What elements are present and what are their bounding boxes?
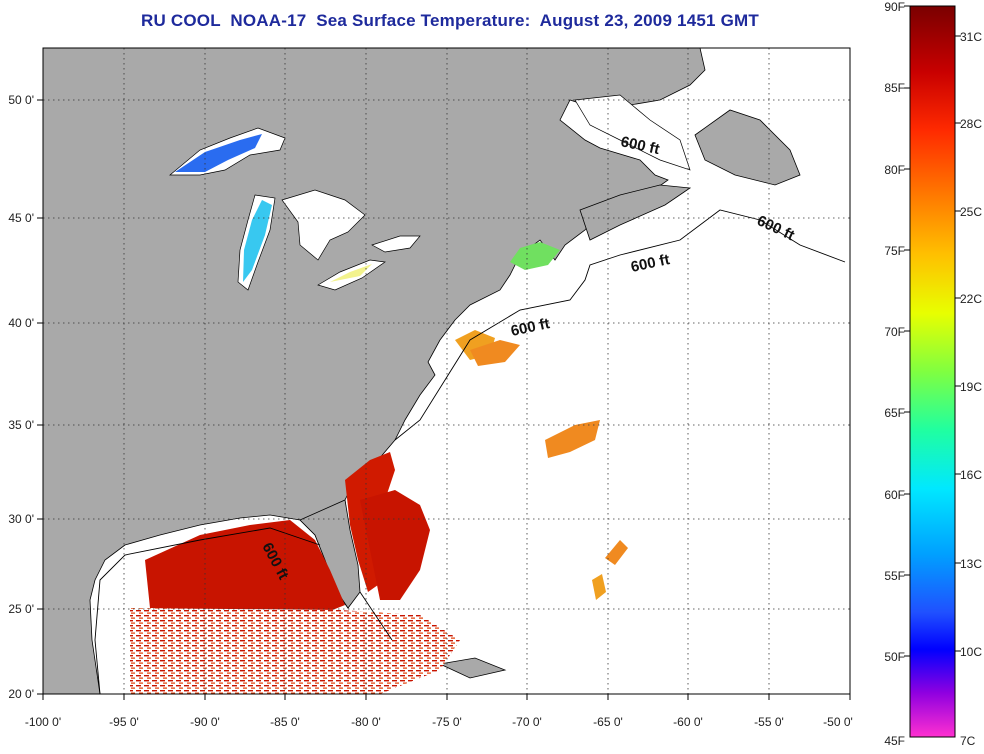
colorbar-c-label: 16C xyxy=(960,468,982,482)
y-tick-label: 40 0' xyxy=(8,316,34,330)
gulf-of-st-lawrence xyxy=(574,94,691,171)
axis-ticks xyxy=(37,99,851,700)
x-tick-label: -80 0' xyxy=(351,715,381,729)
colorbar-f-label: 75F xyxy=(884,244,905,258)
colorbar-f-label: 70F xyxy=(884,325,905,339)
gulf-stream-patch-3 xyxy=(592,574,606,600)
colorbar-c-label: 22C xyxy=(960,292,982,306)
x-tick-label: -65 0' xyxy=(593,715,623,729)
gulf-stream-core-sst xyxy=(360,490,430,600)
y-tick-label: 25 0' xyxy=(8,602,34,616)
newfoundland-land xyxy=(694,109,801,186)
map-plot-area xyxy=(43,48,850,694)
colorbar-f-label: 50F xyxy=(884,650,905,664)
y-tick-label: 50 0' xyxy=(8,93,34,107)
x-axis-labels: -100 0' -95 0' -90 0' -85 0' -80 0' -75 … xyxy=(25,715,853,729)
colorbar-c-label: 7C xyxy=(960,734,976,748)
florida-land xyxy=(299,499,361,609)
colorbar-c-label: 13C xyxy=(960,557,982,571)
y-tick-label: 30 0' xyxy=(8,512,34,526)
y-tick-label: 20 0' xyxy=(8,687,34,701)
caribbean-sst xyxy=(130,608,460,694)
gulf-stream-patch-4 xyxy=(470,340,520,366)
colorbar-f-label: 45F xyxy=(884,734,905,748)
gulf-of-mexico-sst xyxy=(145,520,345,615)
y-tick-label: 35 0' xyxy=(8,418,34,432)
colorbar-c-label: 31C xyxy=(960,30,982,44)
colorbar-f-label: 90F xyxy=(884,0,905,14)
hispaniola-land xyxy=(438,657,507,679)
colorbar-c-label: 19C xyxy=(960,380,982,394)
lake-superior-sst xyxy=(175,134,262,172)
colorbar-f-label: 65F xyxy=(884,406,905,420)
x-tick-label: -55 0' xyxy=(754,715,784,729)
x-tick-label: -90 0' xyxy=(190,715,220,729)
x-tick-label: -70 0' xyxy=(512,715,542,729)
x-tick-label: -95 0' xyxy=(109,715,139,729)
gulf-stream-patch-1 xyxy=(545,420,600,458)
colorbar-c-label: 25C xyxy=(960,205,982,219)
colorbar-gradient xyxy=(909,5,956,738)
gulf-stream-patch-2 xyxy=(605,540,628,565)
colorbar-c-label: 28C xyxy=(960,117,982,131)
y-tick-label: 45 0' xyxy=(8,211,34,225)
x-tick-label: -60 0' xyxy=(673,715,703,729)
y-axis-labels: 50 0' 45 0' 40 0' 35 0' 30 0' 25 0' 20 0… xyxy=(8,93,34,701)
nova-scotia-land xyxy=(579,184,692,241)
x-tick-label: -50 0' xyxy=(823,715,853,729)
colorbar-f-label: 80F xyxy=(884,163,905,177)
map-title: RU COOL NOAA-17 Sea Surface Temperature:… xyxy=(141,11,759,30)
lake-huron xyxy=(281,189,366,261)
colorbar-f-label: 60F xyxy=(884,488,905,502)
north-america-land xyxy=(43,48,706,694)
gulf-of-maine-sst xyxy=(510,242,560,270)
lake-erie-sst xyxy=(330,264,372,282)
lake-michigan-sst xyxy=(243,200,272,282)
colorbar-f-label: 85F xyxy=(884,81,905,95)
colorbar: 90F 85F 80F 75F 70F 65F 60F 55F 50F 45F … xyxy=(884,0,982,748)
x-tick-label: -100 0' xyxy=(25,715,61,729)
x-tick-label: -75 0' xyxy=(432,715,462,729)
x-tick-label: -85 0' xyxy=(270,715,300,729)
colorbar-c-label: 10C xyxy=(960,645,982,659)
colorbar-f-label: 55F xyxy=(884,569,905,583)
lake-ontario xyxy=(371,235,421,253)
